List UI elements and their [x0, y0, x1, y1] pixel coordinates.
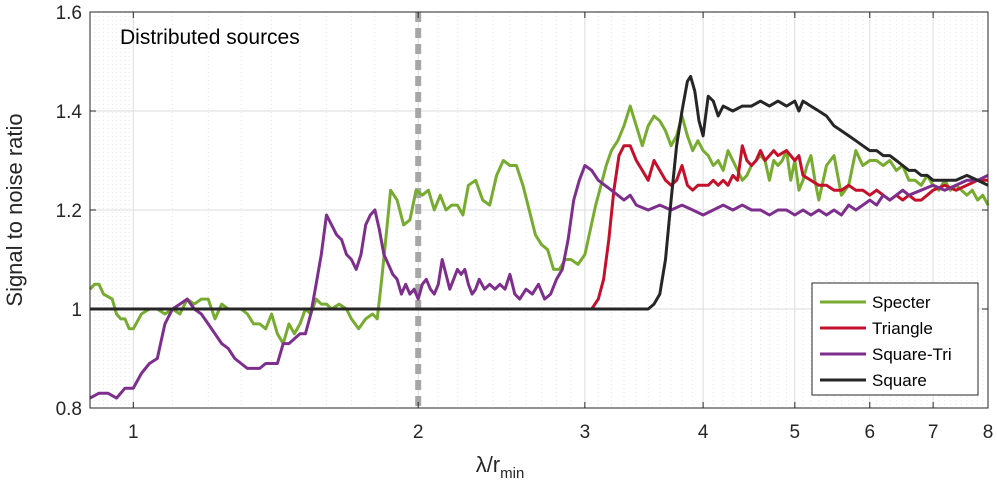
x-tick-label: 6 [864, 422, 875, 443]
x-tick-label: 7 [928, 422, 939, 443]
legend-label: Square-Tri [872, 345, 952, 364]
series-lines [88, 74, 990, 400]
x-tick-label: 5 [790, 422, 801, 443]
series-line-square [90, 74, 989, 311]
y-tick-label: 1 [71, 300, 82, 321]
x-axis-title: λ/rmin [476, 452, 525, 482]
legend-label: Specter [872, 293, 931, 312]
x-axis-ticks: 1 2 3 4 5 6 7 8 [128, 12, 993, 443]
legend-label: Square [872, 371, 927, 390]
y-tick-label: 1.4 [56, 102, 83, 123]
x-tick-label: 4 [698, 422, 709, 443]
x-tick-label: 3 [580, 422, 591, 443]
chart-annotation: Distributed sources [120, 26, 300, 49]
y-tick-label: 0.8 [56, 399, 82, 420]
x-tick-label: 2 [413, 422, 424, 443]
legend-label: Triangle [872, 319, 933, 338]
series-line-square-tri [89, 164, 989, 400]
y-axis-title: Signal to noise ratio [2, 113, 27, 306]
y-axis-ticks: 0.8 1 1.2 1.4 1.6 [56, 3, 988, 420]
y-tick-label: 1.6 [56, 3, 82, 24]
x-tick-label: 8 [983, 422, 994, 443]
x-tick-label: 1 [128, 422, 139, 443]
legend: Specter Triangle Square-Tri Square [811, 282, 979, 396]
y-tick-label: 1.2 [56, 201, 82, 222]
